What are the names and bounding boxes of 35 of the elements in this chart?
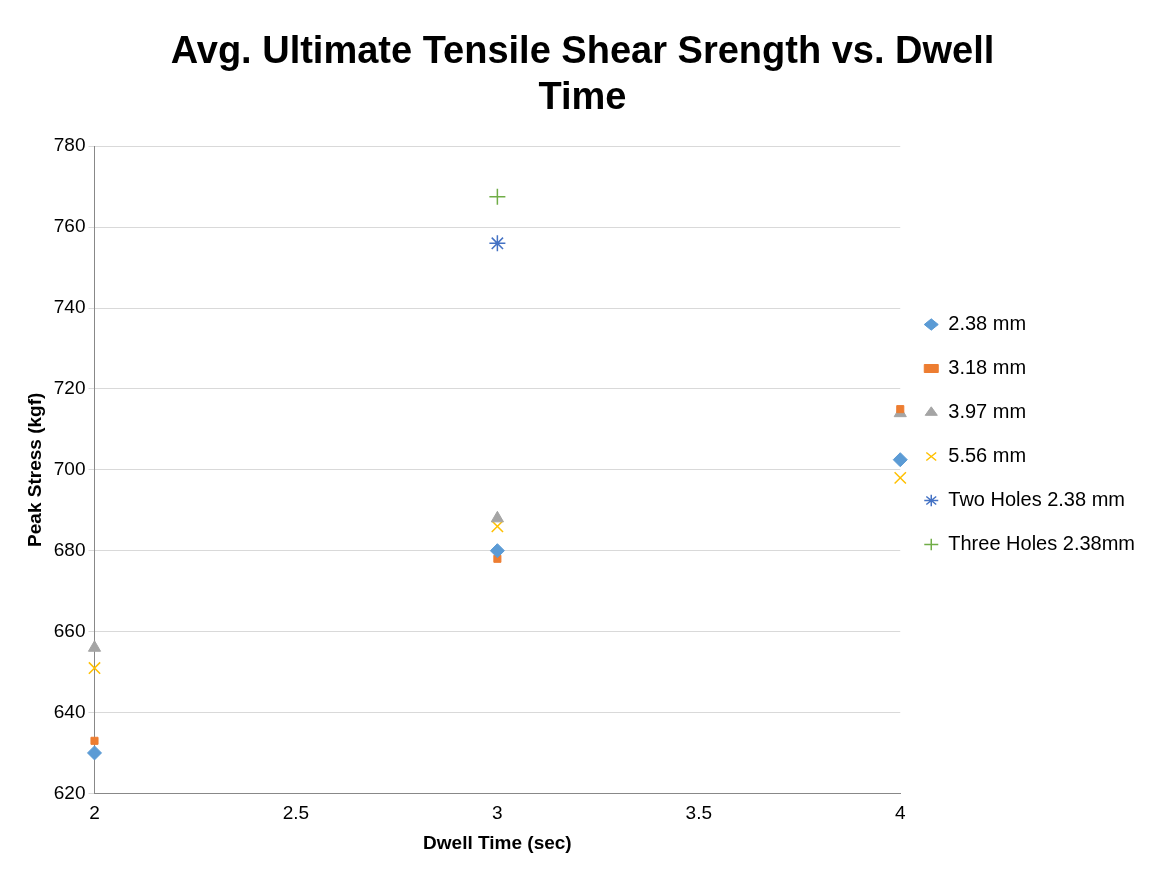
y-tick-label: 760 [53,215,86,237]
y-tick-label: 780 [53,134,86,156]
point [488,234,507,253]
point [490,520,504,533]
x-tick-label: 4 [894,802,906,824]
y-tick-label: 620 [53,781,86,803]
y-tick-label: 700 [53,458,86,480]
y-axis-title: Peak Stress (kgf) [23,392,45,547]
legend-label: 2.38 mm [948,312,1027,335]
legend-label: 3.18 mm [948,356,1027,379]
chart-title: Avg. Ultimate Tensile Shear Srength vs. Dwell Time [170,29,995,117]
y-tick-label: 660 [53,619,86,641]
y-tick-label: 720 [53,377,86,399]
point [489,543,505,559]
legend-label: Three Holes 2.38mm [948,532,1136,555]
point [88,661,101,675]
y-tick-label: 680 [53,538,86,560]
point [892,452,908,468]
point [87,640,102,652]
x-tick-label: 3 [492,802,503,824]
y-tick-label: 640 [53,700,86,722]
point [90,736,99,745]
point [896,405,905,414]
legend-label: 3.97 mm [948,400,1027,423]
x-tick-label: 2.5 [282,802,310,824]
point [87,745,102,761]
point [488,188,507,206]
x-axis-title: Dwell Time (sec) [423,831,572,853]
x-tick-label: 2 [89,802,100,824]
point [893,471,907,485]
point [490,510,504,523]
x-tick-label: 3.5 [685,802,713,824]
legend-label: Two Holes 2.38 mm [948,488,1125,511]
legend-label: 5.56 mm [948,444,1027,467]
y-tick-label: 740 [53,296,86,318]
